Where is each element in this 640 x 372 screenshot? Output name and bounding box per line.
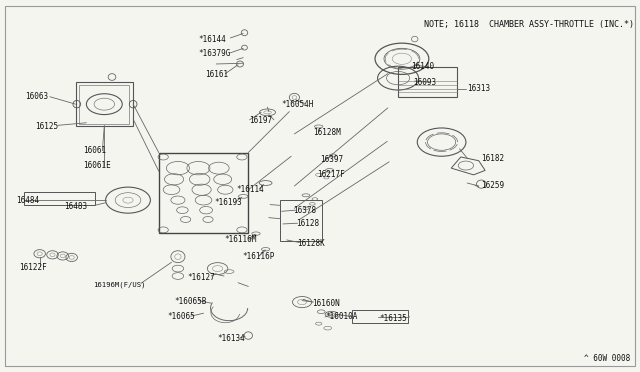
Text: 16197: 16197 — [250, 116, 273, 125]
Text: *16116M: *16116M — [224, 235, 257, 244]
Text: 16397: 16397 — [320, 155, 343, 164]
Text: *16116P: *16116P — [242, 252, 275, 261]
Text: 16259: 16259 — [481, 182, 504, 190]
Text: 16217F: 16217F — [317, 170, 344, 179]
Text: 16196M(F/US): 16196M(F/US) — [93, 281, 145, 288]
Text: 16161: 16161 — [205, 70, 228, 79]
Bar — [159, 153, 248, 232]
Bar — [398, 67, 457, 97]
Text: *16144: *16144 — [198, 35, 226, 44]
Bar — [76, 82, 133, 126]
Text: 16061E: 16061E — [83, 161, 111, 170]
Text: 16093: 16093 — [413, 78, 436, 87]
Bar — [79, 85, 129, 124]
Text: 16128K: 16128K — [298, 239, 325, 248]
Text: *16065: *16065 — [168, 312, 195, 321]
Bar — [24, 192, 95, 205]
Text: 16484: 16484 — [16, 196, 39, 205]
Text: NOTE; 16118  CHAMBER ASSY-THROTTLE (INC.*): NOTE; 16118 CHAMBER ASSY-THROTTLE (INC.*… — [424, 20, 634, 29]
Text: *16010A: *16010A — [325, 312, 358, 321]
Text: 16128: 16128 — [296, 219, 319, 228]
Text: *16193: *16193 — [214, 198, 242, 207]
Text: 16483: 16483 — [64, 202, 87, 211]
Text: *16114: *16114 — [237, 185, 264, 194]
Text: *16379G: *16379G — [198, 49, 231, 58]
Text: 16063: 16063 — [26, 92, 49, 101]
Text: *16127: *16127 — [188, 273, 215, 282]
Text: 16122F: 16122F — [19, 263, 47, 272]
Text: 16160N: 16160N — [312, 299, 340, 308]
Text: 16182: 16182 — [481, 154, 504, 163]
Text: 16125: 16125 — [35, 122, 58, 131]
Text: 16140: 16140 — [411, 62, 434, 71]
Text: 16313: 16313 — [467, 84, 490, 93]
Bar — [280, 200, 322, 241]
Text: *16134: *16134 — [218, 334, 245, 343]
Bar — [352, 310, 408, 323]
Text: *16065B: *16065B — [174, 297, 207, 306]
Text: *16135: *16135 — [379, 314, 406, 323]
Text: 16378: 16378 — [293, 206, 316, 215]
Text: 16128M: 16128M — [314, 128, 341, 137]
Text: 16061: 16061 — [83, 146, 106, 155]
Text: *16054H: *16054H — [282, 100, 314, 109]
Text: ^ 60W 0008: ^ 60W 0008 — [584, 354, 630, 363]
